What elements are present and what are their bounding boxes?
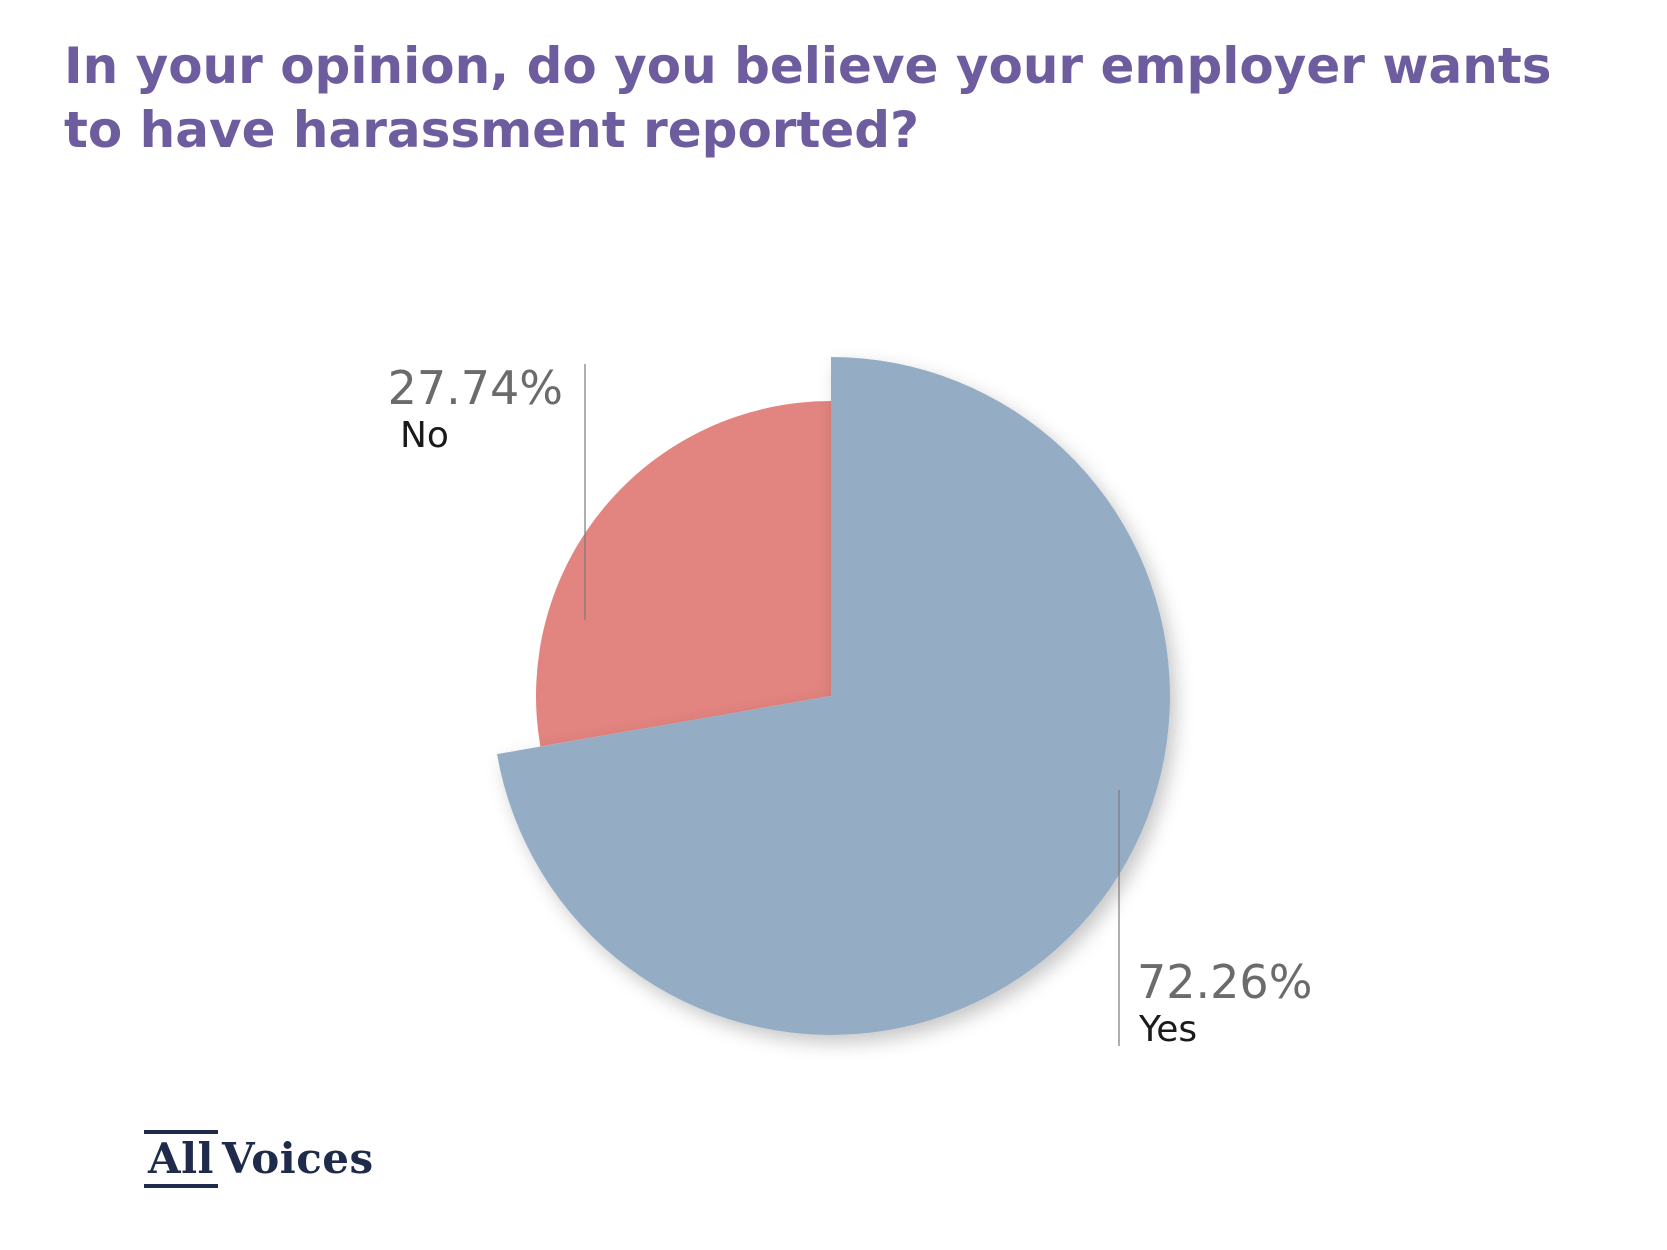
chart-title: In your opinion, do you believe your emp… [64, 37, 1552, 159]
logo-all: All [144, 1130, 218, 1188]
pie-slice-yes [497, 357, 1170, 1035]
logo-voices: Voices [222, 1134, 374, 1183]
pie-slices [497, 357, 1170, 1035]
slice-label-yes: Yes [1138, 1009, 1197, 1050]
pie-slice-no [535, 401, 831, 747]
slice-percent-no: 27.74% [388, 361, 563, 415]
slice-percent-yes: 72.26% [1137, 955, 1312, 1009]
allvoices-logo: All Voices [144, 1128, 374, 1190]
slice-label-no: No [400, 415, 449, 456]
